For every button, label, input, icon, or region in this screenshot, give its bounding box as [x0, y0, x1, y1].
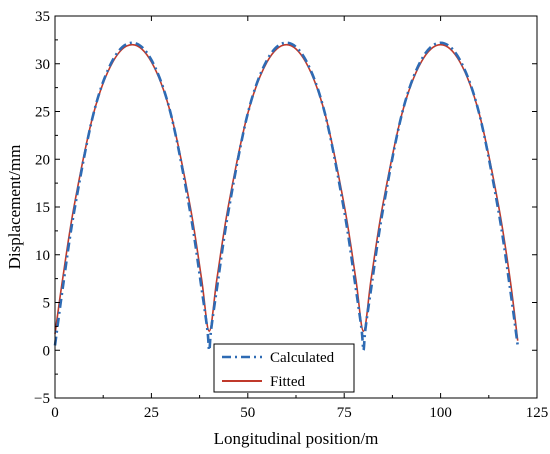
- x-tick-label: 100: [429, 405, 452, 421]
- y-tick-label: 20: [35, 152, 50, 168]
- y-axis-title: Displacement/mm: [5, 145, 24, 270]
- x-tick-label: 50: [240, 405, 255, 421]
- y-tick-label: 0: [43, 343, 51, 359]
- x-tick-label: 0: [51, 405, 59, 421]
- x-tick-label: 25: [144, 405, 159, 421]
- y-tick-label: 5: [43, 296, 51, 312]
- y-tick-label: 15: [35, 200, 50, 216]
- series-line-calculated: [53, 41, 520, 352]
- legend-box: [213, 343, 355, 393]
- y-tick-label: 30: [35, 57, 50, 73]
- series-line-fitted: [54, 43, 519, 341]
- series-layer: [53, 41, 520, 352]
- legend-label-calculated: Calculated: [270, 350, 335, 366]
- legend: Calculated Fitted: [213, 343, 355, 393]
- y-tick-label: 25: [35, 105, 50, 121]
- legend-label-fitted: Fitted: [270, 374, 306, 390]
- x-tick-label: 75: [337, 405, 352, 421]
- x-axis-title: Longitudinal position/m: [214, 429, 379, 448]
- x-tick-label: 125: [526, 405, 549, 421]
- y-tick-label: −5: [34, 391, 50, 407]
- y-tick-label: 10: [35, 248, 50, 264]
- y-tick-label: 35: [35, 9, 50, 25]
